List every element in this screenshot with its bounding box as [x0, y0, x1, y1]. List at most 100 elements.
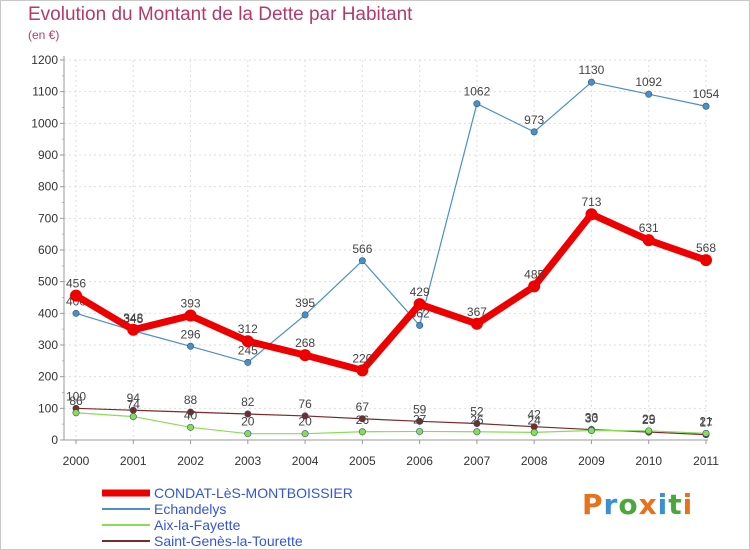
x-tick-label: 2007: [464, 454, 491, 468]
data-label: 220: [352, 351, 372, 365]
data-point: [129, 413, 137, 421]
data-point: [356, 364, 369, 377]
data-label: 345: [123, 312, 143, 326]
data-point: [416, 427, 424, 435]
data-label: 40: [184, 408, 198, 422]
data-point: [301, 412, 309, 420]
x-tick-label: 2010: [635, 454, 662, 468]
data-label: 20: [298, 415, 312, 429]
data-point: [473, 420, 481, 428]
legend-item-1: Echandelys: [102, 501, 226, 517]
y-tick-label: 100: [38, 401, 58, 415]
legend-item-2: Aix-la-Fayette: [102, 517, 241, 533]
data-label: 312: [238, 322, 258, 336]
data-point: [528, 280, 541, 293]
data-point: [358, 415, 366, 423]
legend-item-3: Saint-Genès-la-Tourette: [102, 533, 303, 549]
data-point: [416, 417, 424, 425]
data-label: 429: [410, 285, 430, 299]
data-label: 21: [699, 414, 713, 428]
logo-letter: o: [618, 488, 639, 521]
data-point: [470, 317, 483, 330]
data-point: [184, 309, 197, 322]
data-point: [301, 430, 309, 438]
data-point: [416, 321, 424, 329]
legend-label: Aix-la-Fayette: [154, 517, 241, 533]
series-line: [75, 81, 707, 364]
data-label: 296: [181, 327, 201, 341]
y-tick-label: 800: [38, 180, 58, 194]
data-label: 395: [295, 296, 315, 310]
data-label: 27: [413, 412, 427, 426]
data-point: [241, 335, 254, 348]
data-label: 29: [642, 412, 656, 426]
data-point: [70, 289, 82, 302]
data-point: [358, 257, 366, 265]
x-tick-label: 2001: [120, 454, 147, 468]
data-point: [187, 342, 195, 350]
series-line: [74, 210, 708, 374]
data-point: [358, 428, 366, 436]
data-label: 631: [639, 221, 659, 235]
y-tick-label: 400: [38, 306, 58, 320]
data-label: 52: [470, 405, 484, 419]
data-point: [702, 102, 710, 110]
data-label: 367: [467, 305, 487, 319]
chart-unit: (en €): [28, 28, 60, 42]
data-label: 24: [528, 413, 542, 427]
x-tick-label: 2004: [292, 454, 319, 468]
logo-letter: x: [638, 488, 658, 521]
data-point: [473, 428, 481, 436]
data-label: 25: [642, 413, 656, 427]
series-2: 86 74 40 20 20 26 27 26 24 30 29 21: [69, 394, 713, 438]
proxiti-logo: Proxiti: [582, 488, 693, 521]
data-point: [187, 423, 195, 431]
x-tick-label: 2005: [349, 454, 376, 468]
y-tick-label: 900: [38, 148, 58, 162]
data-label: 348: [123, 311, 143, 325]
x-tick-label: 2011: [693, 454, 719, 468]
data-label: 1092: [635, 75, 662, 89]
data-point: [299, 349, 312, 362]
data-label: 245: [238, 343, 258, 357]
y-tick-label: 700: [38, 211, 58, 225]
data-point: [585, 208, 598, 221]
x-tick-label: 2006: [406, 454, 433, 468]
data-label: 67: [356, 400, 370, 414]
data-point: [645, 427, 653, 435]
data-label: 42: [528, 408, 542, 422]
series-1: 4003452962453955663621062973113010921054: [66, 63, 720, 366]
data-label: 456: [66, 277, 86, 291]
y-tick-label: 500: [38, 275, 58, 289]
x-tick-label: 2003: [234, 454, 261, 468]
data-label: 30: [585, 412, 599, 426]
data-point: [244, 358, 252, 366]
series-line: [75, 412, 707, 435]
data-label: 485: [524, 267, 544, 281]
data-label: 82: [241, 395, 255, 409]
y-tick-label: 1100: [32, 85, 58, 99]
y-tick-label: 0: [51, 433, 58, 447]
legend-label: Saint-Genès-la-Tourette: [154, 533, 303, 549]
data-point: [642, 234, 655, 247]
data-point: [587, 78, 595, 86]
data-label: 100: [66, 389, 86, 403]
data-point: [127, 323, 140, 336]
data-point: [530, 128, 538, 136]
data-label: 33: [585, 411, 599, 425]
y-tick-label: 600: [38, 243, 58, 257]
series-0: 456 348 393 312 268 220 429 367 485 713 631 568: [66, 195, 716, 377]
x-tick-label: 2000: [63, 454, 90, 468]
data-label: 86: [69, 394, 83, 408]
logo-letter: P: [582, 488, 604, 521]
x-tick-label: 2008: [521, 454, 548, 468]
legend-item-0: CONDAT-LèS-MONTBOISSIER: [102, 485, 353, 501]
data-label: 17: [699, 416, 713, 430]
logo-letter: t: [668, 488, 683, 521]
data-label: 393: [181, 297, 201, 311]
chart-title: Evolution du Montant de la Dette par Hab…: [28, 4, 413, 25]
data-point: [244, 410, 252, 418]
data-label: 713: [581, 195, 601, 209]
y-tick-label: 1200: [31, 53, 58, 67]
data-point: [413, 298, 426, 311]
